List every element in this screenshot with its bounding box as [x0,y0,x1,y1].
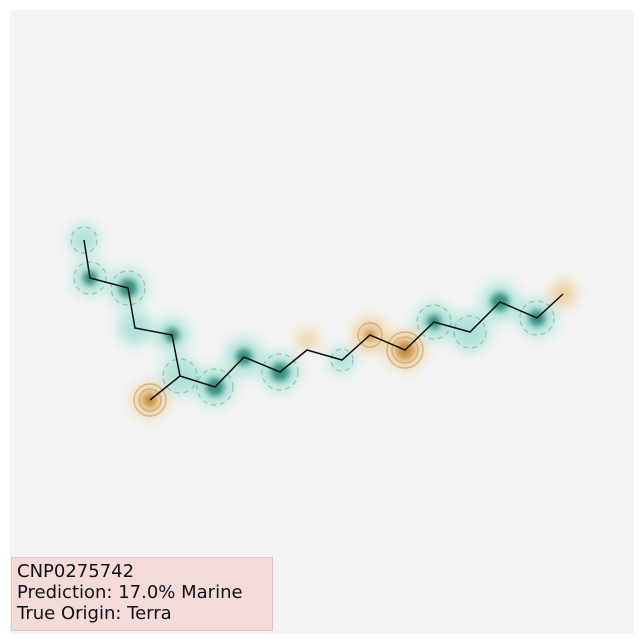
true-origin-text: True Origin: Terra [17,603,172,624]
molecule-backbone [83,239,564,388]
terra-attribution-contours [133,322,424,417]
compound-id: CNP0275742 [17,561,135,582]
molecule-canvas [10,10,634,634]
marine-attribution-glow [69,225,556,406]
methyl-branch-bond [149,375,181,401]
prediction-info-box: CNP0275742 Prediction: 17.0% Marine True… [11,557,273,631]
prediction-text: Prediction: 17.0% Marine [17,582,243,603]
attribution-map [69,225,576,417]
marine-attribution-contours [70,226,555,406]
